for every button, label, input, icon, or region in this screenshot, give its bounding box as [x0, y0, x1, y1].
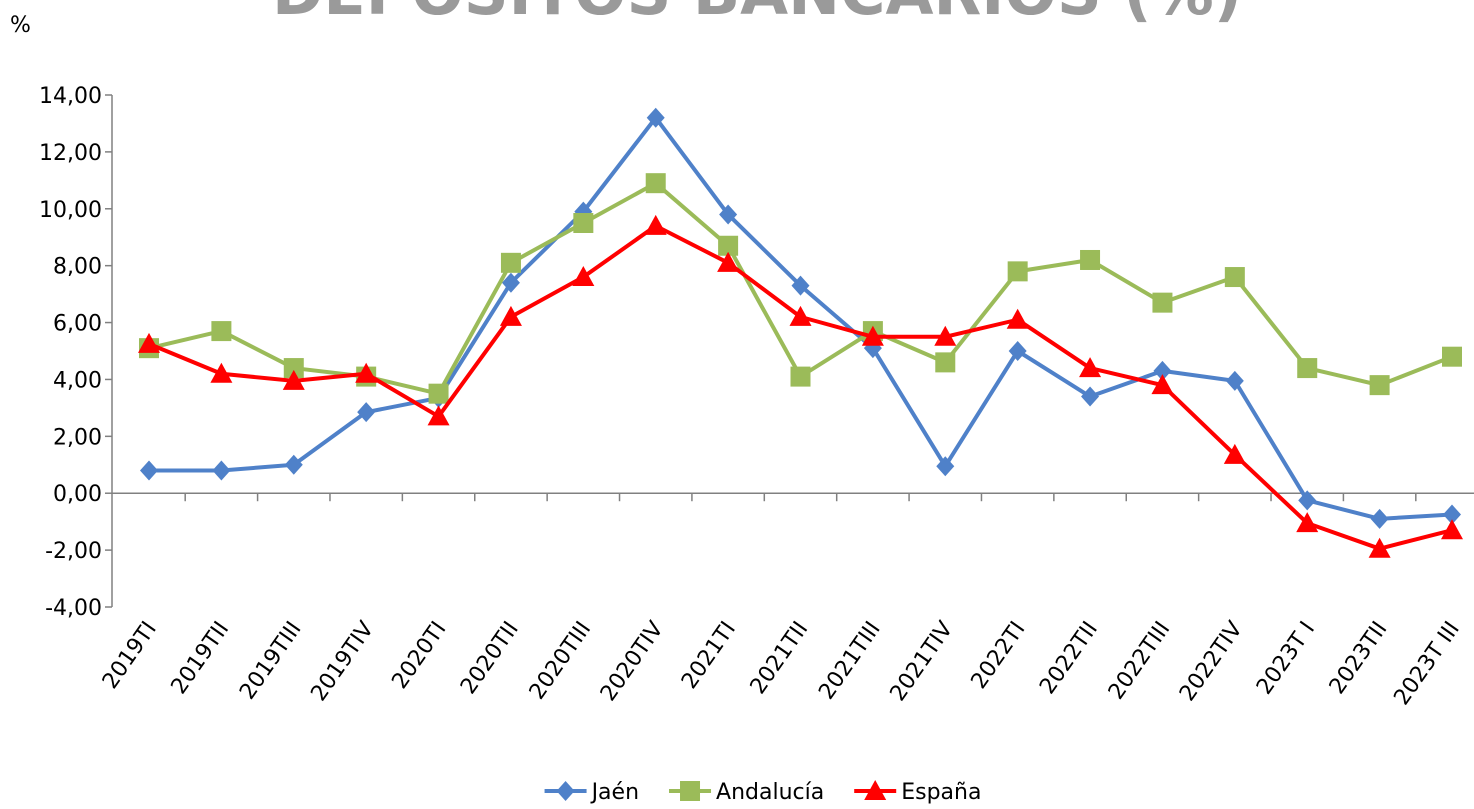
marker	[1079, 357, 1102, 378]
marker	[861, 325, 884, 346]
x-tick-label: 2021TI	[677, 617, 741, 694]
marker	[210, 362, 233, 383]
x-tick-label: 2019TII	[167, 617, 235, 699]
marker	[573, 213, 594, 233]
marker	[1296, 512, 1319, 533]
y-tick-label: 12,00	[39, 141, 102, 166]
marker	[1081, 386, 1100, 407]
x-tick-label: 2019TI	[98, 617, 162, 694]
marker	[1151, 374, 1174, 395]
legend-label: España	[901, 780, 981, 805]
marker	[572, 266, 595, 287]
marker	[790, 366, 811, 387]
marker	[1153, 360, 1172, 381]
chart-title: DEPÓSITOS BANCARIOS (%)	[272, 0, 1242, 29]
y-tick-label: 8,00	[53, 255, 102, 280]
marker	[717, 251, 740, 272]
marker	[1225, 370, 1244, 391]
marker	[138, 332, 160, 353]
y-tick-label: 10,00	[39, 198, 102, 223]
x-tick-label: 2019TIII	[235, 617, 306, 704]
marker	[936, 456, 955, 477]
x-tick-label: 2023T I	[1252, 617, 1320, 699]
x-tick-label: 2021TIV	[886, 617, 959, 706]
marker	[719, 204, 738, 225]
x-tick-label: 2019TIV	[306, 617, 379, 706]
x-tick-label: 2022TII	[1035, 617, 1103, 699]
marker	[500, 252, 521, 273]
marker	[282, 369, 305, 390]
x-tick-label: 2022TI	[967, 617, 1031, 694]
marker	[427, 405, 450, 426]
marker	[789, 305, 812, 326]
marker	[284, 454, 303, 475]
marker	[1006, 308, 1029, 329]
x-tick-label: 2023TII	[1325, 617, 1393, 699]
marker	[355, 362, 378, 383]
x-tick-label: 2020TIII	[525, 617, 596, 704]
marker	[1369, 375, 1390, 396]
y-tick-label: -4,00	[45, 596, 102, 621]
marker	[1152, 292, 1173, 313]
y-tick-label: 2,00	[53, 425, 102, 450]
marker	[212, 460, 231, 481]
x-tick-label: 2022TIII	[1104, 617, 1175, 704]
marker	[1370, 508, 1389, 529]
marker	[935, 352, 956, 373]
marker	[1007, 261, 1028, 282]
legend-label: Andalucía	[716, 780, 824, 805]
marker	[791, 275, 810, 296]
legend-label: Jaén	[590, 780, 639, 805]
marker	[428, 383, 449, 404]
marker	[357, 402, 376, 423]
marker	[718, 235, 739, 256]
y-tick-label: 6,00	[53, 312, 102, 337]
series-line	[148, 223, 1453, 551]
marker	[1008, 341, 1027, 361]
x-tick-label: 2021TIII	[814, 617, 885, 704]
marker	[499, 305, 522, 326]
y-tick-label: 0,00	[53, 482, 102, 507]
marker	[1368, 537, 1391, 558]
marker	[1224, 267, 1245, 288]
x-tick-label: 2020TII	[456, 617, 524, 699]
y-tick-label: -2,00	[45, 539, 102, 564]
legend-marker	[864, 780, 887, 800]
legend-marker	[556, 781, 575, 801]
marker	[1080, 249, 1101, 270]
marker	[1297, 358, 1318, 379]
marker	[646, 107, 665, 128]
x-tick-label: 2022TIV	[1175, 617, 1248, 706]
marker	[211, 321, 232, 342]
marker	[1443, 504, 1461, 525]
y-tick-label: 4,00	[53, 368, 102, 393]
marker	[934, 325, 957, 346]
legend-marker	[680, 781, 701, 801]
y-axis-unit: %	[10, 13, 31, 38]
legend: Jaén Andalucía España	[544, 780, 981, 805]
marker	[1223, 443, 1246, 464]
marker	[501, 272, 520, 293]
marker	[283, 358, 304, 379]
x-tick-label: 2023T III	[1389, 617, 1464, 710]
y-tick-label: 14,00	[39, 84, 102, 109]
x-tick-label: 2021TII	[746, 617, 814, 699]
marker	[1298, 490, 1317, 511]
marker	[1441, 519, 1463, 540]
x-tick-label: 2020TI	[387, 617, 451, 694]
marker	[1442, 346, 1462, 367]
x-tick-label: 2020TIV	[596, 617, 669, 706]
marker	[140, 460, 158, 481]
marker	[644, 214, 667, 235]
marker	[645, 173, 666, 194]
